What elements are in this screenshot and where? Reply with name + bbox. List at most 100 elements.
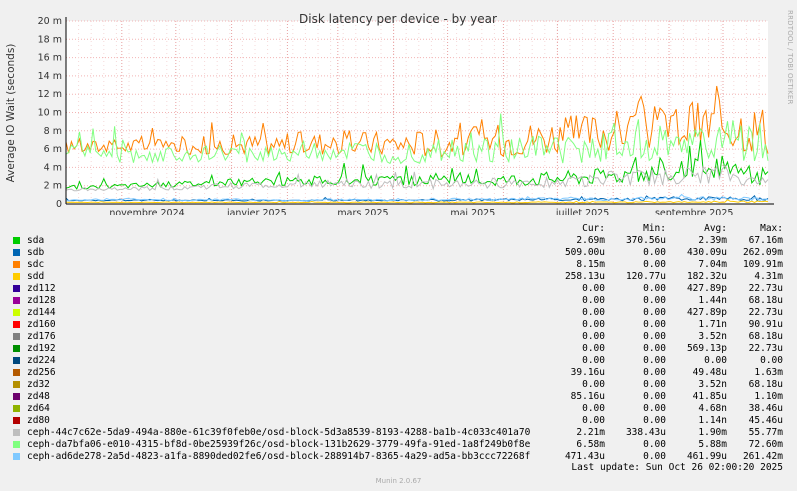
legend-max-value: 1.63m (754, 367, 783, 378)
legend-max-value: 22.73u (748, 307, 783, 318)
legend-item: ceph-44c7c62e-5da9-494a-880e-61c39f0feb0… (13, 427, 783, 439)
legend-avg-value: 3.52n (698, 379, 727, 390)
legend-min-value: 0.00 (643, 283, 666, 294)
legend-item: sdb 509.00u 0.00 430.09u 262.09m (13, 247, 783, 259)
legend-item: zd80 0.00 0.00 1.14n 45.46u (13, 415, 783, 427)
legend-item: zd128 0.00 0.00 1.44n 68.18u (13, 295, 783, 307)
legend-min-value: 0.00 (643, 331, 666, 342)
legend-avg-value: 5.88m (698, 439, 727, 450)
legend-min-value: 0.00 (643, 355, 666, 366)
legend-label: sdd (27, 271, 45, 282)
rrdtool-credit: RRDTOOL / TOBI OETIKER (786, 10, 794, 105)
legend-max-value: 262.09m (742, 247, 783, 258)
legend-cur-value: 6.58m (576, 439, 605, 450)
legend-label: ceph-ad6de278-2a5d-4823-a1fa-8890ded02fe… (27, 451, 531, 462)
legend-max-value: 38.46u (748, 403, 783, 414)
legend-item: zd160 0.00 0.00 1.71n 90.91u (13, 319, 783, 331)
legend-min-value: 0.00 (643, 307, 666, 318)
legend-item: sdc 8.15m 0.00 7.04m 109.91m (13, 259, 783, 271)
legend-cur-value: 39.16u (570, 367, 605, 378)
legend-label: ceph-da7bfa06-e010-4315-bf8d-0be25939f26… (27, 439, 531, 450)
legend-label: zd224 (27, 355, 56, 366)
legend-avg-value: 427.89p (686, 307, 727, 318)
legend-label: sdc (27, 259, 45, 270)
chart-title: Disk latency per device - by year (299, 12, 497, 26)
legend-swatch (13, 285, 20, 292)
legend-label: zd64 (27, 403, 50, 414)
legend-label: zd128 (27, 295, 56, 306)
legend-label: zd32 (27, 379, 50, 390)
x-tick-label: septembre 2025 (655, 208, 733, 215)
legend-cur-value: 0.00 (582, 355, 605, 366)
legend-swatch (13, 369, 20, 376)
legend-avg-value: 41.85u (692, 391, 727, 402)
legend-max-value: 0.00 (760, 355, 783, 366)
legend-item: zd64 0.00 0.00 4.68n 38.46u (13, 403, 783, 415)
y-tick-label: 14 m (38, 71, 62, 82)
legend-avg-value: 0.00 (704, 355, 727, 366)
legend-min-value: 370.56u (625, 235, 666, 246)
legend-cur-value: 8.15m (576, 259, 605, 270)
legend-item: zd256 39.16u 0.00 49.48u 1.63m (13, 367, 783, 379)
legend-swatch (13, 249, 20, 256)
legend-cur-value: 85.16u (570, 391, 605, 402)
legend-label: ceph-44c7c62e-5da9-494a-880e-61c39f0feb0… (27, 427, 531, 438)
legend-cur-value: 0.00 (582, 331, 605, 342)
legend-label: sdb (27, 247, 45, 258)
legend-max-value: 67.16m (748, 235, 783, 246)
legend-label: zd144 (27, 307, 56, 318)
legend-avg-value: 1.90m (698, 427, 727, 438)
legend-swatch (13, 405, 20, 412)
legend-avg-value: 4.68n (698, 403, 727, 414)
legend-item: zd48 85.16u 0.00 41.85u 1.10m (13, 391, 783, 403)
legend-label: zd160 (27, 319, 56, 330)
legend-cur-value: 0.00 (582, 415, 605, 426)
y-tick-label: 2 m (44, 181, 62, 192)
legend-swatch (13, 333, 20, 340)
series-line (65, 199, 769, 204)
legend-max-value: 45.46u (748, 415, 783, 426)
legend-swatch (13, 273, 20, 280)
legend-min-value: 0.00 (643, 451, 666, 462)
legend-label: zd48 (27, 391, 50, 402)
y-tick-label: 6 m (44, 144, 62, 155)
legend-item: zd112 0.00 0.00 427.89p 22.73u (13, 283, 783, 295)
legend-avg-value: 1.44n (698, 295, 727, 306)
legend-item: zd176 0.00 0.00 3.52n 68.18u (13, 331, 783, 343)
y-tick-label: 16 m (38, 53, 62, 64)
col-max-header: Max: (760, 223, 783, 234)
legend-item: ceph-da7bfa06-e010-4315-bf8d-0be25939f26… (13, 439, 783, 451)
legend-cur-value: 0.00 (582, 295, 605, 306)
y-tick-label: 20 m (38, 16, 62, 27)
x-tick-label: juillet 2025 (555, 208, 609, 215)
legend-min-value: 0.00 (643, 415, 666, 426)
legend-avg-value: 1.71n (698, 319, 727, 330)
legend-max-value: 261.42m (742, 451, 783, 462)
legend-avg-value: 7.04m (698, 259, 727, 270)
legend-swatch (13, 417, 20, 424)
legend-min-value: 120.77u (625, 271, 666, 282)
legend-cur-value: 0.00 (582, 379, 605, 390)
legend-swatch (13, 261, 20, 268)
legend-min-value: 0.00 (643, 439, 666, 450)
legend-swatch (13, 357, 20, 364)
legend-min-value: 338.43u (625, 427, 666, 438)
series-line (65, 85, 769, 158)
y-tick-label: 4 m (44, 162, 62, 173)
legend-item: zd224 0.00 0.00 0.00 0.00 (13, 355, 783, 367)
x-tick-label: novembre 2024 (109, 208, 184, 215)
legend-max-value: 4.31m (754, 271, 783, 282)
legend-swatch (13, 453, 20, 460)
legend-avg-value: 3.52n (698, 331, 727, 342)
legend-item: zd192 0.00 0.00 569.13p 22.73u (13, 343, 783, 355)
legend-label: zd112 (27, 283, 56, 294)
legend-avg-value: 1.14n (698, 415, 727, 426)
legend-max-value: 109.91m (742, 259, 783, 270)
legend-avg-value: 569.13p (686, 343, 727, 354)
legend-min-value: 0.00 (643, 379, 666, 390)
legend-max-value: 55.77m (748, 427, 783, 438)
legend-min-value: 0.00 (643, 319, 666, 330)
legend-min-value: 0.00 (643, 403, 666, 414)
legend-item: sda 2.69m 370.56u 2.39m 67.16m (13, 235, 783, 247)
legend-cur-value: 0.00 (582, 319, 605, 330)
